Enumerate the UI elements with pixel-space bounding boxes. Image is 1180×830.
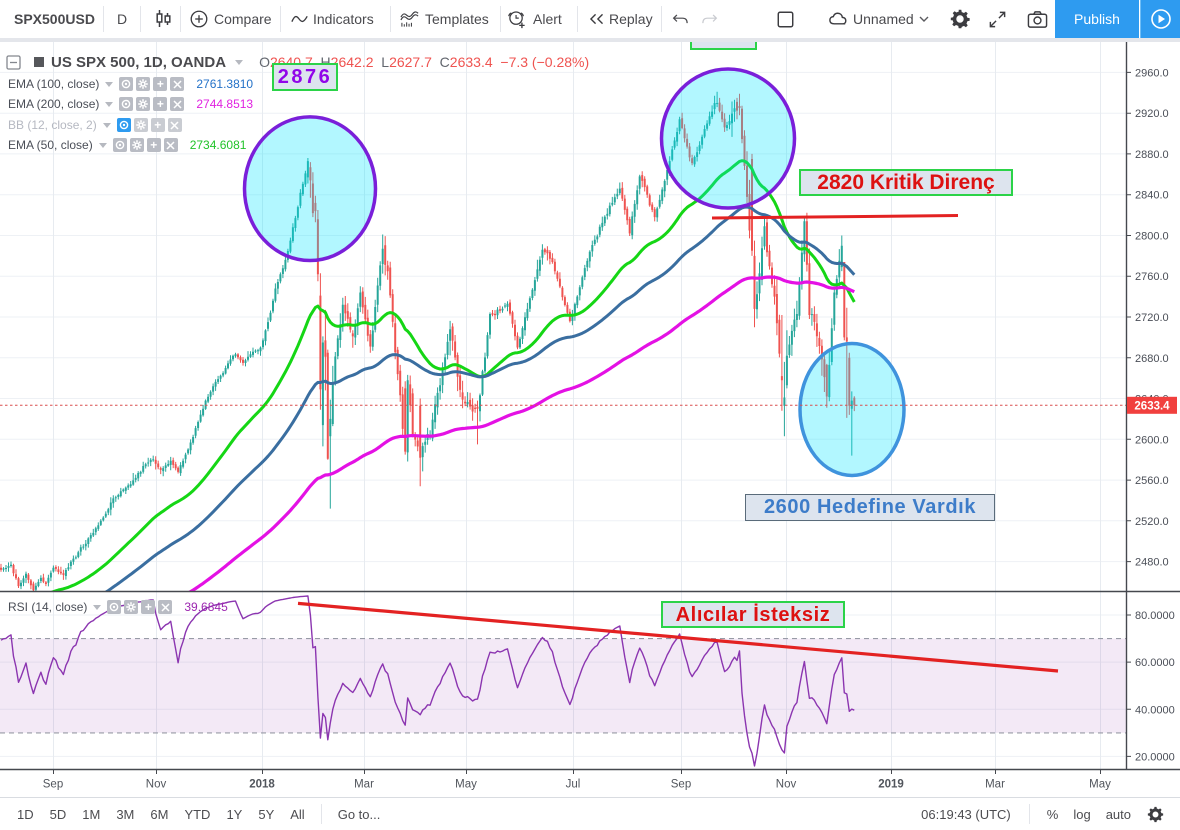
svg-text:80.0000: 80.0000	[1135, 610, 1175, 622]
svg-text:2840.0: 2840.0	[1135, 190, 1169, 202]
svg-text:Sep: Sep	[43, 779, 63, 791]
svg-text:2760.0: 2760.0	[1135, 271, 1169, 283]
svg-text:Mar: Mar	[354, 779, 374, 791]
svg-text:2960.0: 2960.0	[1135, 67, 1169, 79]
svg-text:2520.0: 2520.0	[1135, 516, 1169, 528]
svg-text:May: May	[1089, 779, 1111, 791]
svg-text:2600.0: 2600.0	[1135, 434, 1169, 446]
svg-text:60.0000: 60.0000	[1135, 657, 1175, 669]
svg-text:2480.0: 2480.0	[1135, 557, 1169, 569]
svg-text:2633.4: 2633.4	[1134, 400, 1170, 412]
svg-text:2680.0: 2680.0	[1135, 353, 1169, 365]
svg-text:2920.0: 2920.0	[1135, 108, 1169, 120]
svg-text:40.0000: 40.0000	[1135, 704, 1175, 716]
svg-text:Nov: Nov	[776, 779, 797, 791]
svg-text:2880.0: 2880.0	[1135, 149, 1169, 161]
svg-text:Nov: Nov	[146, 779, 167, 791]
svg-text:2018: 2018	[249, 779, 275, 791]
svg-text:Mar: Mar	[985, 779, 1005, 791]
svg-text:2800.0: 2800.0	[1135, 231, 1169, 243]
svg-text:May: May	[455, 779, 477, 791]
svg-text:2019: 2019	[878, 779, 904, 791]
svg-text:20.0000: 20.0000	[1135, 751, 1175, 763]
svg-text:2560.0: 2560.0	[1135, 475, 1169, 487]
svg-text:2720.0: 2720.0	[1135, 312, 1169, 324]
svg-text:Sep: Sep	[671, 779, 691, 791]
svg-text:Jul: Jul	[566, 779, 581, 791]
